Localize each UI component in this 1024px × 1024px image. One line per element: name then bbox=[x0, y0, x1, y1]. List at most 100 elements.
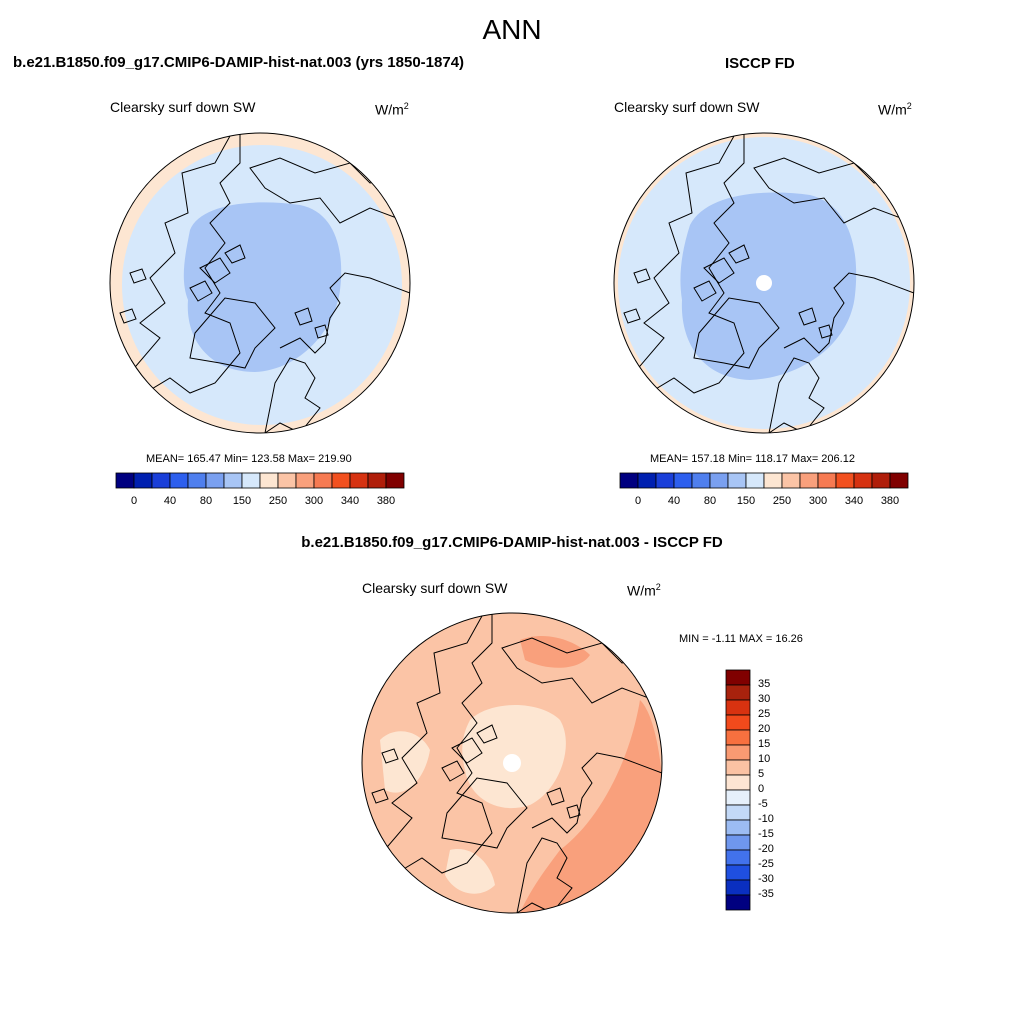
diff-panel-title: b.e21.B1850.f09_g17.CMIP6-DAMIP-hist-nat… bbox=[301, 534, 723, 551]
obs-polar-map bbox=[613, 132, 915, 434]
diff-colorbar-box bbox=[725, 879, 751, 896]
model-colorbar-box bbox=[133, 472, 153, 489]
diff-colorbar-tick-label: -30 bbox=[758, 873, 774, 885]
model-colorbar-box bbox=[223, 472, 243, 489]
obs-colorbar bbox=[619, 472, 909, 489]
obs-colorbar-box bbox=[637, 472, 657, 489]
diff-colorbar-tick-label: -10 bbox=[758, 813, 774, 825]
model-colorbar-box bbox=[367, 472, 387, 489]
diff-colorbar-box bbox=[725, 864, 751, 881]
diff-colorbar-box bbox=[725, 744, 751, 761]
model-colorbar-box bbox=[349, 472, 369, 489]
diff-colorbar-box bbox=[725, 804, 751, 821]
model-colorbar-tick-label: 150 bbox=[232, 495, 252, 507]
diff-colorbar-tick-label: 20 bbox=[758, 723, 771, 735]
obs-colorbar-tick-label: 150 bbox=[736, 495, 756, 507]
model-units-label: W/m2 bbox=[375, 101, 409, 118]
obs-colorbar-box bbox=[727, 472, 747, 489]
diff-colorbar-tick-label: 35 bbox=[758, 678, 771, 690]
obs-colorbar-tick-label: 380 bbox=[880, 495, 900, 507]
model-colorbar-tick-label: 300 bbox=[304, 495, 324, 507]
obs-colorbar-box bbox=[709, 472, 729, 489]
obs-colorbar-box bbox=[853, 472, 873, 489]
model-stats-label: MEAN= 165.47 Min= 123.58 Max= 219.90 bbox=[146, 453, 352, 465]
diff-polar-hole bbox=[503, 754, 521, 772]
model-colorbar-tick-label: 80 bbox=[199, 495, 213, 507]
model-colorbar-box bbox=[169, 472, 189, 489]
diff-colorbar-tick-label: -20 bbox=[758, 843, 774, 855]
diff-colorbar-tick-label: 15 bbox=[758, 738, 771, 750]
diff-colorbar-box bbox=[725, 774, 751, 791]
model-colorbar-tick-label: 380 bbox=[376, 495, 396, 507]
model-colorbar-tick-label: 250 bbox=[268, 495, 288, 507]
diff-colorbar-box bbox=[725, 849, 751, 866]
obs-colorbar-box bbox=[781, 472, 801, 489]
diff-colorbar-box bbox=[725, 789, 751, 806]
obs-colorbar-box bbox=[871, 472, 891, 489]
obs-colorbar-box bbox=[799, 472, 819, 489]
diff-colorbar-tick-label: 10 bbox=[758, 753, 771, 765]
diff-colorbar-tick-label: -25 bbox=[758, 858, 774, 870]
diff-polar-map bbox=[361, 612, 663, 914]
model-colorbar-tick-label: 340 bbox=[340, 495, 360, 507]
diff-colorbar-tick-label: -15 bbox=[758, 828, 774, 840]
obs-colorbar-tick-label: 250 bbox=[772, 495, 792, 507]
model-panel-title: b.e21.B1850.f09_g17.CMIP6-DAMIP-hist-nat… bbox=[13, 54, 465, 71]
model-colorbar-tick-label: 0 bbox=[130, 495, 138, 507]
diff-variable-label: Clearsky surf down SW bbox=[362, 580, 508, 596]
model-colorbar-box bbox=[115, 472, 135, 489]
model-polar-map bbox=[109, 132, 411, 434]
diff-colorbar-tick-label: 0 bbox=[758, 783, 765, 795]
obs-colorbar-box bbox=[655, 472, 675, 489]
obs-colorbar-box bbox=[889, 472, 909, 489]
model-colorbar-box bbox=[205, 472, 225, 489]
obs-colorbar-box bbox=[817, 472, 837, 489]
diff-colorbar-box bbox=[725, 684, 751, 701]
model-colorbar-box bbox=[187, 472, 207, 489]
model-colorbar-box bbox=[385, 472, 405, 489]
obs-polar-hole bbox=[756, 275, 772, 291]
diff-colorbar-box bbox=[725, 669, 751, 686]
diff-colorbar-box bbox=[725, 819, 751, 836]
model-colorbar-box bbox=[313, 472, 333, 489]
diff-colorbar-box bbox=[725, 699, 751, 716]
obs-colorbar-box bbox=[619, 472, 639, 489]
diff-colorbar-tick-label: 30 bbox=[758, 693, 771, 705]
model-colorbar-box bbox=[277, 472, 297, 489]
obs-colorbar-box bbox=[691, 472, 711, 489]
obs-colorbar-tick-label: 300 bbox=[808, 495, 828, 507]
diff-colorbar-tick-label: -35 bbox=[758, 888, 774, 900]
model-colorbar-box bbox=[151, 472, 171, 489]
obs-colorbar-tick-label: 80 bbox=[703, 495, 717, 507]
diff-colorbar-tick-label: 5 bbox=[758, 768, 765, 780]
diff-colorbar-box bbox=[725, 894, 751, 911]
model-colorbar-tick-label: 40 bbox=[163, 495, 177, 507]
diff-colorbar-box bbox=[725, 729, 751, 746]
obs-colorbar-tick-label: 0 bbox=[634, 495, 642, 507]
obs-variable-label: Clearsky surf down SW bbox=[614, 99, 760, 115]
diff-colorbar-tick-label: 25 bbox=[758, 708, 771, 720]
model-variable-label: Clearsky surf down SW bbox=[110, 99, 256, 115]
obs-colorbar-tick-label: 40 bbox=[667, 495, 681, 507]
diff-colorbar bbox=[725, 669, 751, 911]
model-colorbar-box bbox=[295, 472, 315, 489]
diff-units-label: W/m2 bbox=[627, 582, 661, 599]
obs-colorbar-box bbox=[835, 472, 855, 489]
diff-colorbar-box bbox=[725, 759, 751, 776]
model-colorbar-box bbox=[241, 472, 261, 489]
obs-colorbar-box bbox=[745, 472, 765, 489]
obs-panel-title: ISCCP FD bbox=[725, 55, 795, 72]
obs-stats-label: MEAN= 157.18 Min= 118.17 Max= 206.12 bbox=[650, 453, 855, 465]
diff-stats-label: MIN = -1.11 MAX = 16.26 bbox=[679, 633, 803, 645]
obs-colorbar-tick-label: 340 bbox=[844, 495, 864, 507]
obs-colorbar-box bbox=[763, 472, 783, 489]
obs-units-label: W/m2 bbox=[878, 101, 912, 118]
obs-colorbar-box bbox=[673, 472, 693, 489]
model-colorbar-box bbox=[259, 472, 279, 489]
diff-colorbar-tick-label: -5 bbox=[758, 798, 768, 810]
model-colorbar-box bbox=[331, 472, 351, 489]
model-colorbar bbox=[115, 472, 405, 489]
diff-colorbar-box bbox=[725, 834, 751, 851]
figure-title: ANN bbox=[482, 14, 542, 45]
